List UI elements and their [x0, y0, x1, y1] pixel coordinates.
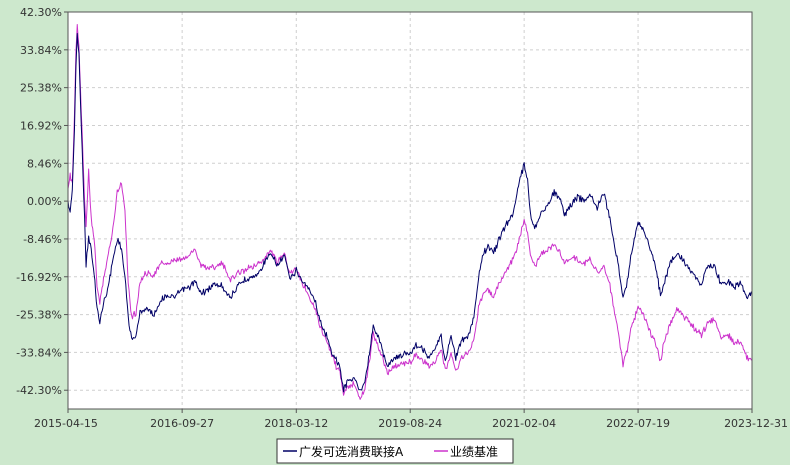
grid-lines	[68, 12, 752, 409]
y-tick-label: 42.30%	[20, 6, 62, 19]
x-tick-label: 2021-02-04	[492, 417, 556, 430]
legend-label-benchmark: 业绩基准	[450, 445, 498, 459]
x-tick-label: 2016-09-27	[150, 417, 214, 430]
y-tick-label: 8.46%	[27, 157, 62, 170]
y-axis: 42.30% 33.84% 25.38% 16.92% 8.46% 0.00% -8.46%…	[16, 6, 68, 397]
y-tick-label: 16.92%	[20, 119, 62, 132]
x-tick-label: 2018-03-12	[264, 417, 328, 430]
legend-label-fund: 广发可选消费联接A	[299, 444, 404, 459]
legend-box	[276, 438, 514, 464]
y-tick-label: -33.84%	[16, 346, 62, 359]
y-tick-label: 33.84%	[20, 44, 62, 57]
series-line-fund	[67, 33, 753, 393]
legend: 广发可选消费联接A 业绩基准	[276, 438, 514, 464]
x-axis: 2015-04-15 2016-09-27 2018-03-12 2019-08-24…	[34, 409, 788, 430]
x-tick-label: 2015-04-15	[34, 417, 98, 430]
y-tick-label: 0.00%	[27, 195, 62, 208]
series-layer	[67, 23, 753, 400]
y-tick-label: -25.38%	[16, 309, 62, 322]
x-tick-label: 2023-12-31	[724, 417, 788, 430]
x-tick-label: 2022-07-19	[606, 417, 670, 430]
x-tick-label: 2019-08-24	[378, 417, 442, 430]
y-tick-label: -8.46%	[23, 233, 62, 246]
y-tick-label: -16.92%	[16, 271, 62, 284]
y-tick-label: 25.38%	[20, 82, 62, 95]
series-line-benchmark	[67, 23, 753, 400]
y-tick-label: -42.30%	[16, 384, 62, 397]
